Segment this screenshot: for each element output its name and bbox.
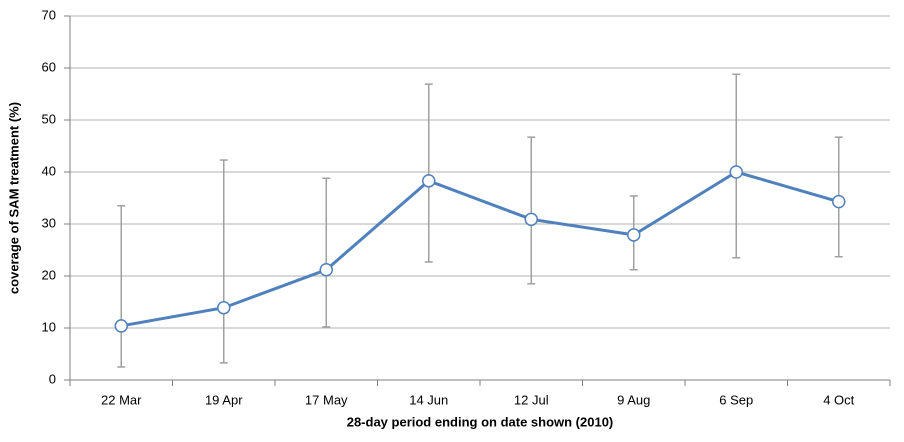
x-tick-label: 4 Oct	[823, 392, 854, 407]
data-point	[422, 174, 436, 188]
data-point	[729, 165, 743, 179]
y-tick-label: 10	[42, 319, 56, 334]
x-tick-label: 14 Jun	[409, 392, 448, 407]
data-point	[319, 263, 333, 277]
x-tick-label: 6 Sep	[719, 392, 753, 407]
x-tick-label: 9 Aug	[617, 392, 650, 407]
y-axis-label: coverage of SAM treatment (%)	[6, 102, 21, 294]
x-tick-label: 19 Apr	[205, 392, 243, 407]
y-tick-label: 40	[42, 163, 56, 178]
x-tick-label: 12 Jul	[514, 392, 549, 407]
data-point	[217, 300, 231, 315]
x-axis-label: 28-day period ending on date shown (2010…	[347, 414, 614, 429]
data-point	[832, 194, 846, 209]
x-tick-label: 17 May	[305, 392, 348, 407]
y-tick-label: 50	[42, 111, 56, 126]
data-line	[120, 170, 840, 328]
y-tick-label: 30	[42, 215, 56, 230]
x-tick-label: 22 Mar	[101, 392, 142, 407]
y-tick-label: 60	[42, 59, 56, 74]
y-tick-label: 0	[49, 371, 56, 386]
y-tick-label: 20	[42, 267, 56, 282]
y-tick-label: 70	[42, 7, 56, 22]
data-point	[524, 212, 538, 227]
data-point	[114, 319, 128, 333]
data-point	[627, 228, 641, 242]
